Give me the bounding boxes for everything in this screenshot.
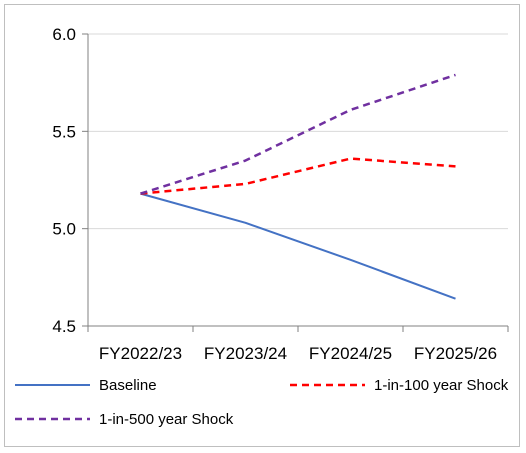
x-tick-label: FY2025/26 [414, 344, 497, 363]
y-tick-label: 5.0 [52, 220, 76, 239]
x-tick-label: FY2024/25 [309, 344, 392, 363]
y-tick-labels: 4.5 5.0 5.5 6.0 [52, 25, 76, 336]
x-tick-labels: FY2022/23 FY2023/24 FY2024/25 FY2025/26 [99, 344, 497, 363]
series-line-1 [140, 192, 456, 300]
legend-label: 1-in-500 year Shock [99, 411, 234, 428]
chart-frame [4, 4, 520, 447]
legend: Baseline 1-in-100 year Shock 1-in-500 year… [15, 377, 509, 428]
y-tick-label: 5.5 [52, 122, 76, 141]
series-lines [140, 73, 456, 300]
series-line-2 [140, 157, 456, 195]
series-line-3 [140, 73, 456, 195]
x-tick-label: FY2023/24 [204, 344, 287, 363]
axes [82, 33, 509, 332]
x-tick-label: FY2022/23 [99, 344, 182, 363]
gridlines [88, 33, 508, 230]
legend-label: 1-in-100 year Shock [374, 377, 509, 394]
legend-label: Baseline [99, 377, 157, 394]
y-tick-label: 4.5 [52, 317, 76, 336]
y-tick-label: 6.0 [52, 25, 76, 44]
